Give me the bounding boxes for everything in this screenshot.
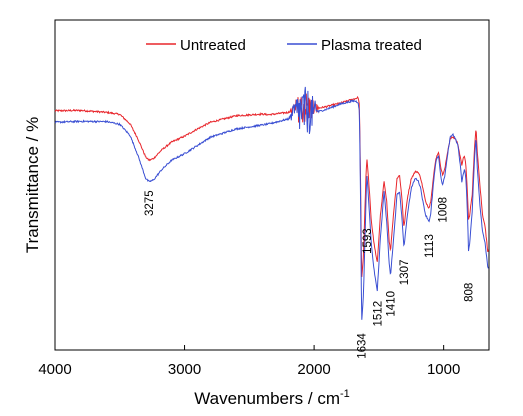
x-tick-label-2000: 2000 <box>297 361 330 378</box>
peak-label-1634: 1634 <box>357 333 369 359</box>
series-line-untreated <box>54 93 490 277</box>
peak-label-1512: 1512 <box>372 301 384 327</box>
x-tick-label-3000: 3000 <box>168 361 201 378</box>
peak-label-1307: 1307 <box>399 260 411 286</box>
peak-label-1008: 1008 <box>438 197 450 223</box>
plot-frame <box>54 19 490 351</box>
legend-label-untreated: Untreated <box>180 37 246 54</box>
series-line-plasma-treated <box>54 86 489 320</box>
peak-label-1410: 1410 <box>386 291 398 317</box>
legend-label-plasma-treated: Plasma treated <box>321 37 422 54</box>
series-layer <box>54 86 490 320</box>
peak-label-808: 808 <box>464 283 476 302</box>
x-tick-label-4000: 4000 <box>38 361 71 378</box>
peak-label-1593: 1593 <box>362 228 374 254</box>
x-axis-ticks: 4000 3000 2000 1000 <box>38 345 460 378</box>
x-axis-title: Wavenumbers / cm-1 <box>194 388 350 408</box>
peak-label-3275: 3275 <box>144 190 156 216</box>
x-tick-label-1000: 1000 <box>427 361 460 378</box>
x-axis-title-main: Wavenumbers / cm <box>194 389 340 408</box>
peak-label-1113: 1113 <box>424 234 436 258</box>
legend: Untreated Plasma treated <box>146 37 422 54</box>
x-axis-title-superscript: -1 <box>340 388 350 400</box>
y-axis-title: Transmittance / % <box>23 117 42 253</box>
